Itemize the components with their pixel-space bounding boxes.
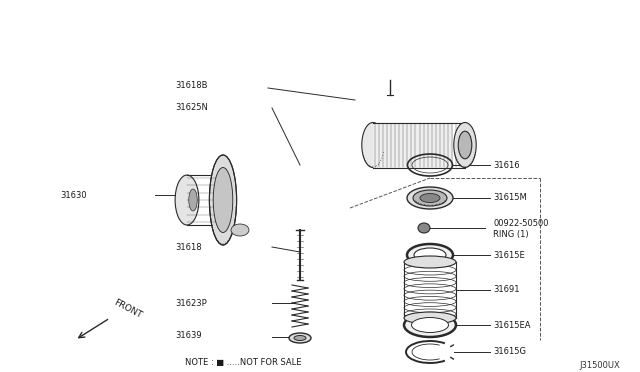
Ellipse shape	[413, 190, 447, 206]
Text: 31616: 31616	[493, 160, 520, 170]
Ellipse shape	[213, 167, 233, 232]
Text: 31618: 31618	[175, 243, 202, 251]
Text: RING (1): RING (1)	[493, 231, 529, 240]
Text: 31623P: 31623P	[175, 298, 207, 308]
Ellipse shape	[414, 248, 446, 262]
Text: 00922-50500: 00922-50500	[493, 218, 548, 228]
Bar	[373, 122, 453, 167]
Ellipse shape	[289, 333, 311, 343]
Ellipse shape	[404, 313, 456, 337]
Text: 31615E: 31615E	[493, 250, 525, 260]
Ellipse shape	[362, 122, 384, 167]
Text: 31630: 31630	[60, 190, 86, 199]
Ellipse shape	[404, 256, 456, 268]
Ellipse shape	[407, 244, 453, 266]
Ellipse shape	[294, 336, 306, 340]
Text: 31615EA: 31615EA	[493, 321, 531, 330]
Ellipse shape	[407, 187, 453, 209]
Text: 31615G: 31615G	[493, 347, 526, 356]
Text: 31691: 31691	[493, 285, 520, 295]
Ellipse shape	[175, 175, 199, 225]
Ellipse shape	[189, 189, 197, 211]
Text: 31615M: 31615M	[493, 193, 527, 202]
Ellipse shape	[209, 155, 237, 245]
Ellipse shape	[231, 224, 249, 236]
Ellipse shape	[458, 131, 472, 159]
Ellipse shape	[412, 317, 449, 333]
Text: J31500UX: J31500UX	[579, 360, 620, 369]
Ellipse shape	[418, 223, 430, 233]
Text: NOTE : ■ .....NOT FOR SALE: NOTE : ■ .....NOT FOR SALE	[185, 357, 301, 366]
Ellipse shape	[420, 193, 440, 202]
Ellipse shape	[404, 312, 456, 324]
Text: 31639: 31639	[175, 331, 202, 340]
Text: 31625N: 31625N	[175, 103, 208, 112]
Text: FRONT: FRONT	[112, 298, 143, 320]
Ellipse shape	[454, 122, 476, 167]
Text: 31618B: 31618B	[175, 81, 207, 90]
